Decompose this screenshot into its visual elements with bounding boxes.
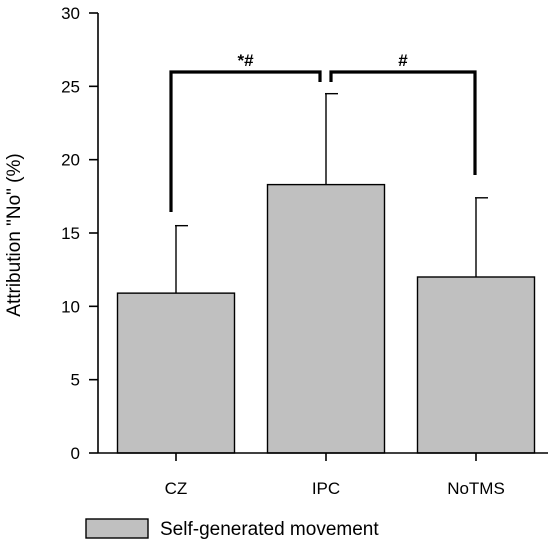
bar (116, 292, 236, 454)
x-ticks: CZ IPC NoTMS (165, 453, 505, 498)
bar (416, 276, 536, 454)
x-tick-label: IPC (312, 479, 340, 498)
y-axis-label: Attribution "No" (%) (4, 153, 25, 316)
x-tick-label: NoTMS (447, 479, 505, 498)
y-axis: 0 5 10 15 20 25 30 (61, 4, 99, 463)
y-tick-label: 5 (71, 371, 80, 390)
error-bars-layer (175, 92, 488, 294)
y-tick-label: 10 (61, 297, 80, 316)
y-ticks: 0 5 10 15 20 25 30 (61, 4, 98, 463)
significance-brackets-layer: *# # (169, 51, 477, 212)
legend-swatch (85, 518, 149, 539)
legend-label: Self-generated movement (160, 519, 379, 540)
legend: Self-generated movement (85, 518, 379, 540)
y-tick-label: 15 (61, 224, 80, 243)
bar (266, 183, 386, 454)
significance-marker: # (398, 51, 408, 70)
x-axis: CZ IPC NoTMS (98, 452, 548, 498)
y-tick-label: 25 (61, 77, 80, 96)
y-tick-label: 0 (71, 444, 80, 463)
significance-marker: *# (237, 51, 254, 70)
plot-area: *# # (116, 51, 536, 454)
x-tick-label: CZ (165, 479, 188, 498)
y-tick-label: 30 (61, 4, 80, 23)
significance-bracket (169, 70, 322, 212)
bars-layer (116, 183, 536, 454)
significance-bracket (329, 70, 477, 175)
y-tick-label: 20 (61, 151, 80, 170)
